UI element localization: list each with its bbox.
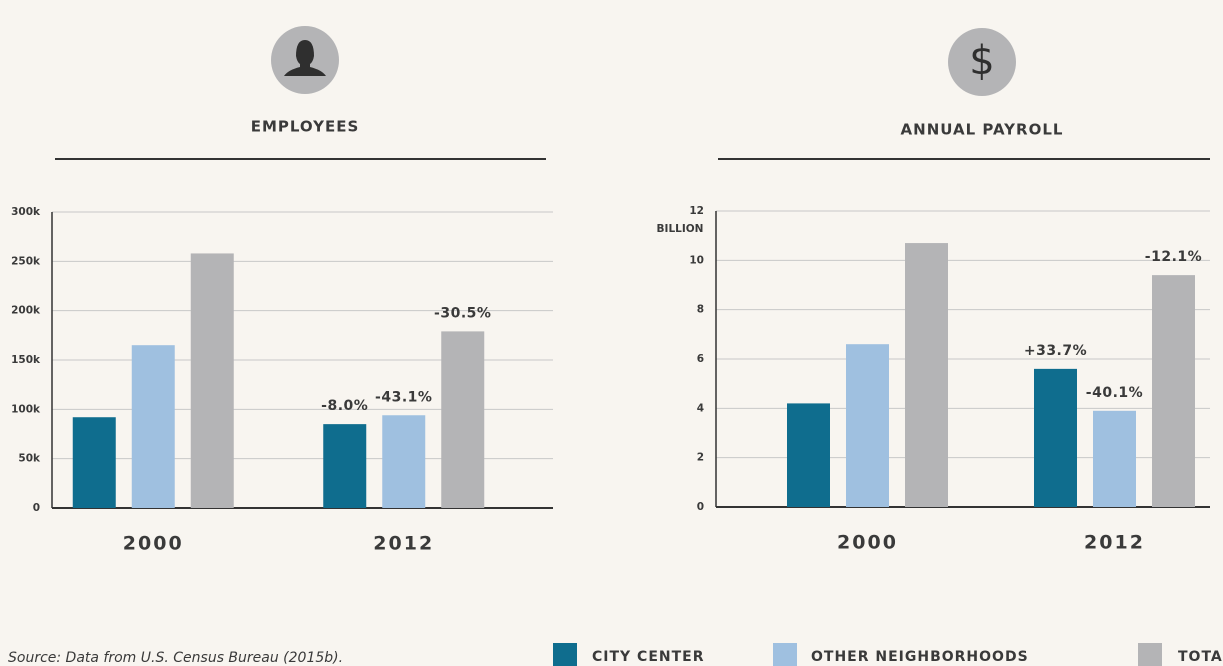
bar xyxy=(787,403,830,507)
legend-label: TOTAL xyxy=(1178,649,1223,665)
y-tick-label: 6 xyxy=(697,353,704,365)
bar xyxy=(1034,368,1077,507)
y-tick-label: 300k xyxy=(11,206,41,218)
bar xyxy=(190,253,234,508)
chart-title: ANNUAL PAYROLL xyxy=(901,121,1064,139)
y-tick-label: 100k xyxy=(11,403,41,415)
change-label: -12.1% xyxy=(1145,249,1202,265)
x-tick-label: 2012 xyxy=(373,533,434,555)
dollar-icon: $ xyxy=(969,38,994,84)
bar xyxy=(1093,410,1136,507)
x-tick-label: 2000 xyxy=(837,532,898,554)
legend-swatch xyxy=(773,643,797,666)
y-tick-label: 0 xyxy=(697,501,704,513)
change-label: -40.1% xyxy=(1086,385,1143,401)
bar xyxy=(441,331,485,508)
change-label: -30.5% xyxy=(434,305,491,321)
y-tick-label: 4 xyxy=(697,402,704,414)
y-axis-label: BILLION xyxy=(657,223,704,235)
legend-label: OTHER NEIGHBORHOODS xyxy=(811,649,1029,665)
bar xyxy=(323,424,367,508)
change-label: -8.0% xyxy=(321,398,368,414)
x-tick-label: 2012 xyxy=(1084,532,1145,554)
source: Source: Data from U.S. Census Bureau (20… xyxy=(8,650,343,666)
y-tick-label: 50k xyxy=(18,453,41,465)
bar xyxy=(382,415,426,508)
chart-title: EMPLOYEES xyxy=(251,118,360,136)
bar xyxy=(846,344,889,507)
bar xyxy=(131,345,175,508)
y-tick-label: 0 xyxy=(33,502,40,514)
bar xyxy=(905,243,948,508)
y-tick-label: 12 xyxy=(689,205,704,217)
y-tick-label: 250k xyxy=(11,255,41,267)
bar xyxy=(1152,275,1195,507)
y-tick-label: 200k xyxy=(11,305,41,317)
icon-circle xyxy=(948,28,1016,96)
legend-swatch xyxy=(1138,643,1162,666)
y-tick-label: 8 xyxy=(697,304,704,316)
y-tick-label: 2 xyxy=(697,452,704,464)
change-label: -43.1% xyxy=(375,389,432,405)
change-label: +33.7% xyxy=(1024,343,1087,359)
y-tick-label: 150k xyxy=(11,354,41,366)
y-tick-label: 10 xyxy=(689,254,704,266)
legend-label: CITY CENTER xyxy=(592,649,705,665)
person-icon xyxy=(284,40,326,76)
legend-swatch xyxy=(553,643,577,666)
x-tick-label: 2000 xyxy=(123,533,184,555)
bar xyxy=(72,417,116,508)
